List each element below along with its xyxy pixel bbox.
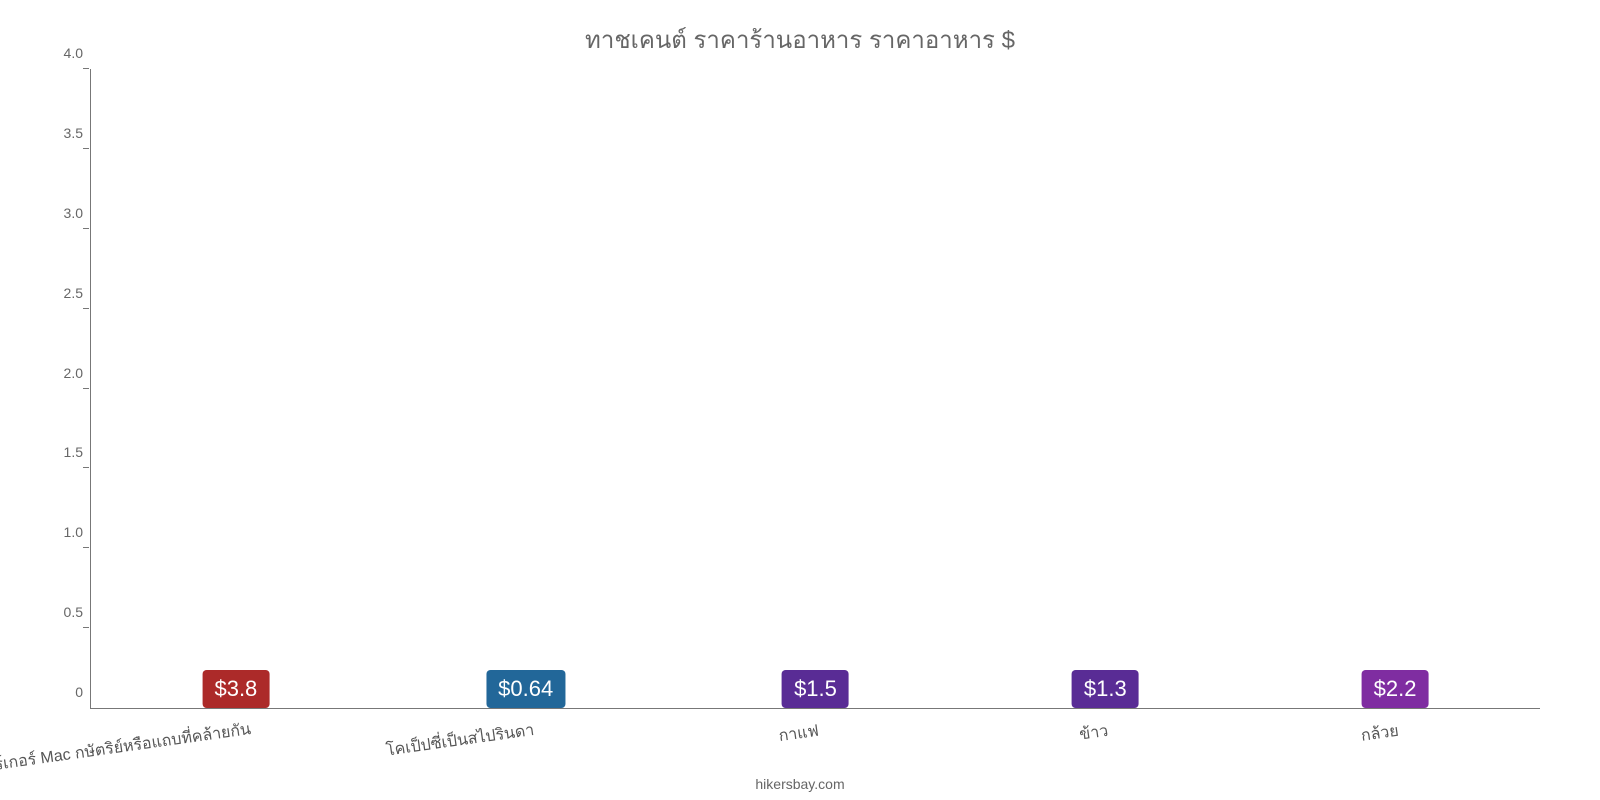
x-tick-label: โคเป็ปซี่เป็นสไปรินดา [384,718,535,764]
y-tick-label: 2.5 [47,285,83,301]
y-tick [83,148,89,149]
x-label-slot: ข้าว [960,715,1250,775]
attribution-text: hikersbay.com [755,776,844,792]
y-tick-label: 0 [47,684,83,700]
value-badge: $3.8 [202,670,269,708]
value-badge: $0.64 [486,670,565,708]
y-tick-label: 4.0 [47,45,83,61]
value-badge: $2.2 [1362,670,1429,708]
x-tick-label: ข้าว [1078,719,1110,748]
y-tick-label: 3.0 [47,205,83,221]
y-tick [83,547,89,548]
x-axis-labels: เบอร์เกอร์ Mac กษัตริย์หรือแถบที่คล้ายกั… [90,715,1540,775]
y-tick-label: 1.0 [47,524,83,540]
y-tick [83,228,89,229]
y-tick [83,308,89,309]
x-label-slot: เบอร์เกอร์ Mac กษัตริย์หรือแถบที่คล้ายกั… [90,715,380,775]
y-tick [83,627,89,628]
y-tick-label: 2.0 [47,365,83,381]
bars-layer: $3.8 $0.64 $1.5 $1.3 $2.2 [91,69,1540,708]
y-tick [83,467,89,468]
y-tick-label: 3.5 [47,125,83,141]
x-label-slot: กล้วย [1250,715,1540,775]
y-tick [83,388,89,389]
value-badge: $1.5 [782,670,849,708]
y-tick-label: 0.5 [47,604,83,620]
chart-container: ทาชเคนต์ ราคาร้านอาหาร ราคาอาหาร $ $3.8$… [0,0,1600,800]
value-badge: $1.3 [1072,670,1139,708]
chart-title: ทาชเคนต์ ราคาร้านอาหาร ราคาอาหาร $ [40,20,1560,59]
y-tick [83,68,89,69]
x-label-slot: โคเป็ปซี่เป็นสไปรินดา [380,715,670,775]
y-tick-label: 1.5 [47,444,83,460]
plot-area: $3.8$0.64$1.5$1.3$2.2 00.51.01.52.02.53.… [90,69,1540,709]
x-tick-label: กาแฟ [777,719,820,749]
x-tick-label: กล้วย [1359,719,1400,749]
x-tick-label: เบอร์เกอร์ Mac กษัตริย์หรือแถบที่คล้ายกั… [0,717,253,781]
x-label-slot: กาแฟ [670,715,960,775]
